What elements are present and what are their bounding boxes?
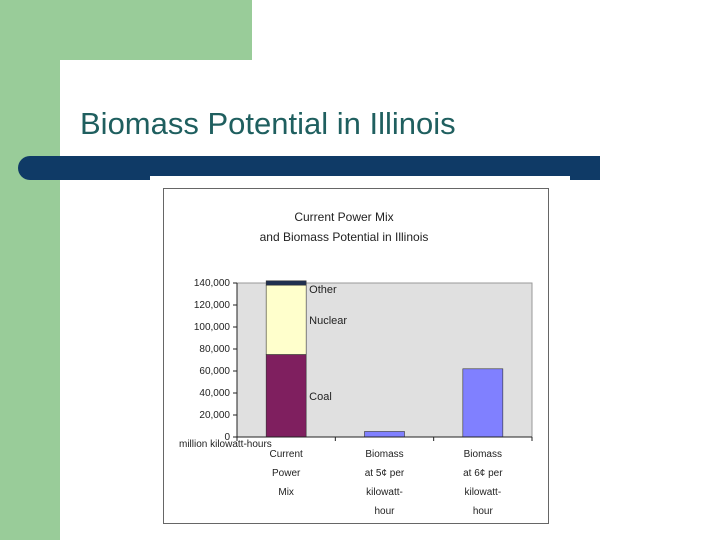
x-category-label: Mix <box>278 487 294 498</box>
chart: Current Power Mix and Biomass Potential … <box>179 210 533 517</box>
x-category-label: hour <box>473 506 494 517</box>
chart-title: Current Power Mix and Biomass Potential … <box>260 210 429 244</box>
y-tick-label: 140,000 <box>194 278 231 289</box>
x-category-label: Current <box>269 449 303 460</box>
bar <box>462 368 504 438</box>
bar-segment-other <box>265 280 307 286</box>
x-category-label: kilowatt- <box>366 487 403 498</box>
segment-label: Other <box>309 284 337 296</box>
chart-title-line: and Biomass Potential in Illinois <box>260 230 429 244</box>
y-tick-label: 20,000 <box>199 410 230 421</box>
chart-frame: Current Power Mix and Biomass Potential … <box>163 188 549 524</box>
y-axis-label: million kilowatt-hours <box>179 439 272 450</box>
x-category-label: kilowatt- <box>464 487 501 498</box>
y-tick-label: 60,000 <box>199 366 230 377</box>
sidebar-green-band <box>0 0 60 540</box>
x-category-label: at 5¢ per <box>365 468 405 479</box>
y-tick-label: 100,000 <box>194 322 231 333</box>
slide-title: Biomass Potential in Illinois <box>80 106 456 141</box>
x-category-label: Biomass <box>365 449 403 460</box>
y-tick-label: 40,000 <box>199 388 230 399</box>
bar <box>364 431 405 438</box>
title-rule-notch <box>150 176 570 182</box>
top-green-band <box>0 0 252 60</box>
bar-segment-nuclear <box>265 284 307 355</box>
y-tick-label: 0 <box>224 432 230 443</box>
x-category-label: hour <box>374 506 395 517</box>
bar-segment-coal <box>265 354 307 438</box>
x-category-label: at 6¢ per <box>463 468 503 479</box>
x-category-label: Biomass <box>464 449 502 460</box>
y-tick-label: 80,000 <box>199 344 230 355</box>
x-category-label: Power <box>272 468 301 479</box>
segment-label: Coal <box>309 391 332 403</box>
chart-title-line: Current Power Mix <box>294 210 393 224</box>
segment-label: Nuclear <box>309 315 347 327</box>
y-tick-label: 120,000 <box>194 300 231 311</box>
